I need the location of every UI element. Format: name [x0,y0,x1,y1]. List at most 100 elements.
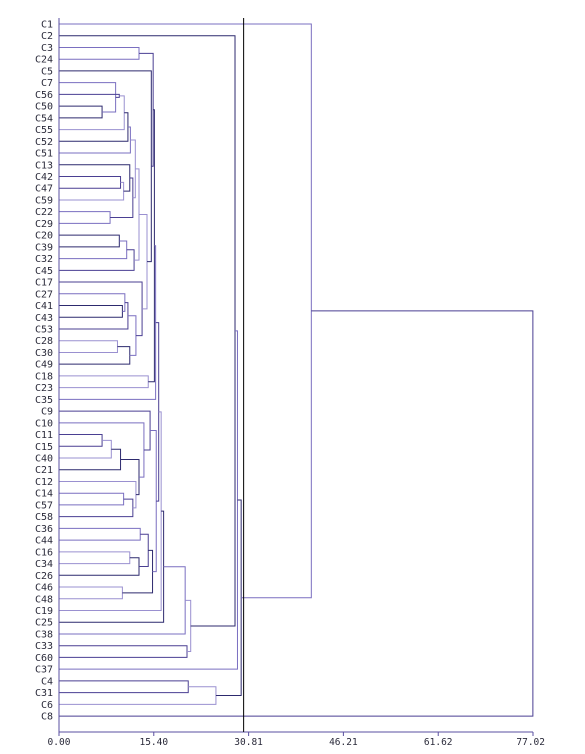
branch-m21 [59,346,131,365]
leaf-label-c32: C32 [35,254,53,265]
branch-m3 [59,93,120,98]
x-tick-label-5: 77.02 [516,737,545,748]
leaf-label-c19: C19 [35,606,53,617]
branch-m31 [59,434,103,447]
leaf-label-c35: C35 [35,395,53,406]
leaf-label-c49: C49 [35,360,53,371]
branch-m34 [59,492,125,506]
branch-m25 [59,70,152,263]
branch-m1 [59,105,103,119]
leaf-label-c14: C14 [35,489,53,500]
leaf-label-c54: C54 [35,113,53,124]
leaf-label-c13: C13 [35,160,53,171]
leaf-label-c12: C12 [35,477,53,488]
leaf-label-c10: C10 [35,418,53,429]
branch-m48 [59,411,162,611]
leaf-label-c40: C40 [35,454,53,465]
dendrogram-branches [59,23,534,717]
branch-m6 [59,126,131,154]
branch-m41 [59,557,140,576]
leaf-label-c60: C60 [35,653,53,664]
leaf-label-c42: C42 [35,172,53,183]
leaf-label-c55: C55 [35,125,53,136]
leaf-label-c39: C39 [35,242,53,253]
leaf-label-c25: C25 [35,618,53,629]
leaf-label-c44: C44 [35,536,53,547]
leaf-label-c28: C28 [35,336,53,347]
branch-m53 [59,35,236,627]
branch-m49 [59,510,165,623]
branch-m42 [59,527,141,541]
leaf-label-c51: C51 [35,149,53,160]
leaf-label-c21: C21 [35,465,53,476]
branch-m58 [59,23,312,599]
branch-m24 [139,213,148,310]
leaf-label-c26: C26 [35,571,53,582]
leaf-label-c9: C9 [41,407,53,418]
branch-m54 [59,330,238,670]
branch-m32 [59,439,112,459]
x-tick-label-1: 15.40 [139,737,168,748]
leaf-label-c6: C6 [41,700,53,711]
branch-m35 [59,498,134,518]
branch-m56 [59,686,217,705]
branch-m23 [59,281,143,337]
leaf-label-c3: C3 [41,43,53,54]
leaf-label-c37: C37 [35,665,53,676]
branch-m10 [59,211,111,224]
x-axis [58,18,533,733]
leaf-label-c31: C31 [35,688,53,699]
x-tick-labels: 0.00 15.40 30.81 46.21 61.62 77.02 [48,732,545,748]
leaf-label-c24: C24 [35,55,53,66]
branch-m17 [59,305,123,318]
x-tick-label-0: 0.00 [48,737,71,748]
leaf-label-c33: C33 [35,641,53,652]
branch-m33 [59,448,122,471]
leaf-label-c43: C43 [35,313,53,324]
leaf-label-c16: C16 [35,547,53,558]
leaf-label-c7: C7 [41,78,53,89]
x-tick-label-3: 46.21 [329,737,358,748]
branch-m50 [59,566,186,635]
branch-m55 [59,680,189,694]
x-tick-label-2: 30.81 [234,737,263,748]
leaf-label-c29: C29 [35,219,53,230]
leaf-label-c56: C56 [35,90,53,101]
leaf-label-c36: C36 [35,524,53,535]
leaf-label-c48: C48 [35,594,53,605]
branch-m8 [59,181,125,201]
branch-m7 [59,175,122,189]
leaf-label-c23: C23 [35,383,53,394]
branch-m40 [59,551,131,565]
branch-m46 [150,430,157,573]
leaf-label-c5: C5 [41,66,53,77]
leaf-label-c50: C50 [35,102,53,113]
branch-m28 [59,375,149,389]
leaf-label-c53: C53 [35,324,53,335]
branch-m4 [59,95,125,131]
branch-m19 [59,302,129,330]
branch-m38 [59,422,145,478]
leaf-label-c59: C59 [35,195,53,206]
branch-m16 [134,168,140,261]
leaf-label-c20: C20 [35,231,53,242]
leaf-label-c27: C27 [35,289,53,300]
leaf-label-c15: C15 [35,442,53,453]
x-tick-label-4: 61.62 [424,737,453,748]
branch-m51 [59,645,188,658]
branch-m9 [59,164,131,192]
leaf-label-c8: C8 [41,712,53,723]
leaf-label-c41: C41 [35,301,53,312]
leaf-label-c1: C1 [41,20,53,31]
branch-m20 [59,340,118,353]
leaf-label-c38: C38 [35,629,53,640]
leaf-label-c34: C34 [35,559,53,570]
leaf-label-c18: C18 [35,371,53,382]
branch-m5 [59,112,129,142]
leaf-label-c30: C30 [35,348,53,359]
branch-m36 [59,480,137,509]
branch-m18 [59,293,126,312]
branch-m2 [59,82,117,113]
leaf-label-c45: C45 [35,266,53,277]
leaf-label-c4: C4 [41,676,53,687]
